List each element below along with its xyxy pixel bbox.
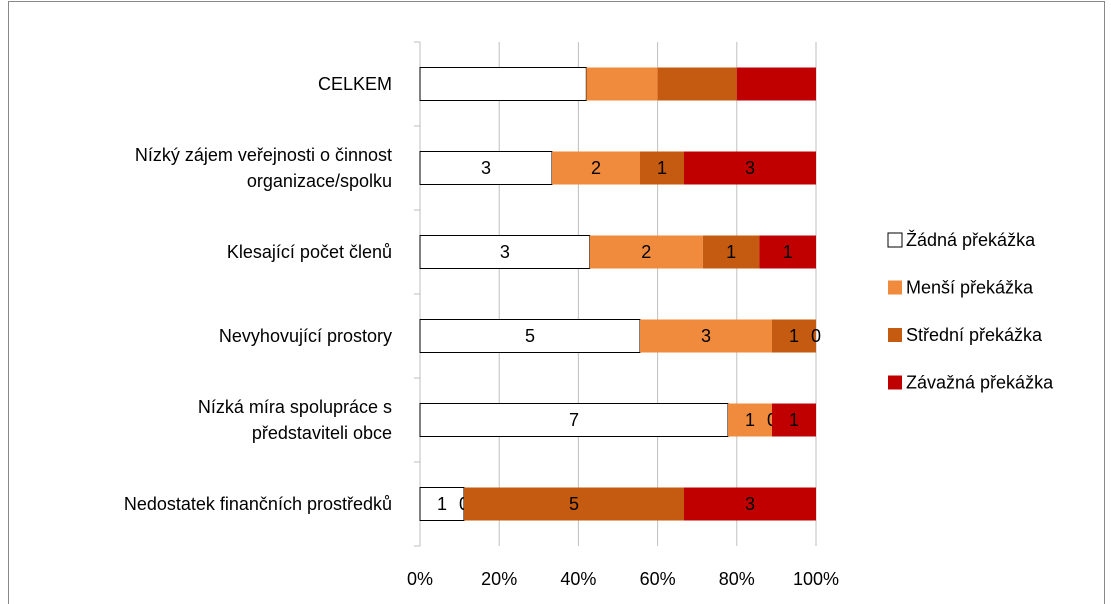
bar-segment: [684, 487, 816, 521]
x-tick-label: 0%: [407, 569, 433, 589]
data-label: 1: [789, 326, 799, 346]
bar-segment: [419, 403, 729, 437]
bar-segment: [772, 403, 816, 437]
data-label: 3: [745, 494, 755, 514]
y-tick-label: Nízká míra spolupráce s představiteli ob…: [197, 397, 392, 443]
data-label: 1: [783, 242, 793, 262]
bar-segment: [586, 67, 658, 101]
y-tick-label: CELKEM: [317, 74, 392, 94]
bar-segment: [552, 151, 640, 185]
legend-label: Menší překážka: [906, 277, 1034, 297]
bar-segment: [702, 235, 760, 269]
data-label: 1: [745, 410, 755, 430]
bar-segment: [657, 67, 737, 101]
y-tick-label: Nevyhovující prostory: [218, 326, 392, 346]
bar-segment: [419, 319, 641, 353]
x-tick-label: 20%: [481, 569, 517, 589]
bar-segment: [419, 487, 465, 521]
data-label: 1: [437, 494, 447, 514]
data-label: 5: [525, 326, 535, 346]
bar-segment: [419, 67, 587, 101]
legend-swatch: [888, 328, 902, 342]
data-label: 2: [591, 158, 601, 178]
data-label: 5: [569, 494, 579, 514]
data-label: 3: [500, 242, 510, 262]
bar-segment: [759, 235, 816, 269]
data-label: 2: [641, 242, 651, 262]
data-label: 3: [745, 158, 755, 178]
legend-swatch: [887, 232, 903, 248]
x-tick-label: 80%: [719, 569, 755, 589]
legend-label: Střední překážka: [906, 325, 1043, 345]
bar-segment: [772, 319, 816, 353]
y-tick-label: Nedostatek finančních prostředků: [123, 494, 392, 514]
y-tick-label: Klesající počet členů: [226, 242, 392, 262]
x-tick-label: 40%: [560, 569, 596, 589]
data-label: 7: [569, 410, 579, 430]
data-label: 1: [789, 410, 799, 430]
bar-segment: [419, 235, 591, 269]
chart-frame: [8, 1, 1105, 604]
data-label: 0: [811, 326, 821, 346]
bar-segment: [640, 151, 684, 185]
bar-segment: [684, 151, 816, 185]
bar-segment: [640, 319, 772, 353]
bar-segment: [736, 67, 816, 101]
legend-swatch: [888, 280, 902, 295]
data-label: 3: [481, 158, 491, 178]
y-tick-label: Nízký zájem veřejnosti o činnost organiz…: [134, 145, 392, 191]
bar-segment: [419, 151, 553, 185]
x-tick-label: 100%: [793, 569, 839, 589]
data-label: 1: [726, 242, 736, 262]
bar-segment: [589, 235, 703, 269]
legend-label: Žádná překážka: [906, 230, 1036, 250]
data-label: 1: [657, 158, 667, 178]
data-label: 3: [701, 326, 711, 346]
bar-segment: [464, 487, 684, 521]
legend-label: Závažná překážka: [906, 372, 1054, 392]
legend-swatch: [888, 375, 902, 390]
x-tick-label: 60%: [640, 569, 676, 589]
bar-segment: [728, 403, 772, 437]
